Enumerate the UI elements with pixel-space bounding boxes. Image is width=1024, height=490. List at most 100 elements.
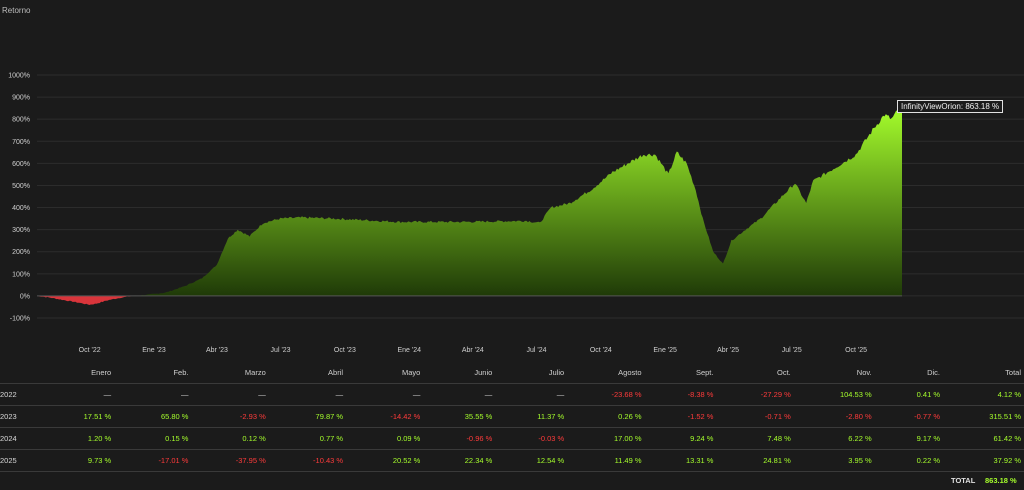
area-positive <box>37 105 902 296</box>
header-month: Total <box>943 362 1024 384</box>
month-return: 0.41 % <box>874 383 943 406</box>
month-return: -10.43 % <box>268 449 347 472</box>
x-tick-label: Ene '23 <box>142 347 166 354</box>
header-month: Enero <box>42 362 115 384</box>
x-tick-label: Oct '25 <box>845 347 867 354</box>
row-total: 315.51 % <box>943 405 1024 428</box>
month-return: — <box>346 383 424 406</box>
x-tick-label: Oct '22 <box>79 347 101 354</box>
area-negative <box>37 295 902 305</box>
month-return: -17.01 % <box>114 449 192 472</box>
month-return: — <box>423 383 496 406</box>
header-month: Dic. <box>874 362 943 384</box>
month-return: 7.48 % <box>716 427 794 450</box>
header-year <box>0 362 43 384</box>
month-return: -2.93 % <box>191 405 269 428</box>
y-tick-label: 1000% <box>8 73 30 80</box>
month-return: -37.95 % <box>191 449 269 472</box>
month-return: 24.81 % <box>716 449 794 472</box>
month-return: -0.71 % <box>716 405 794 428</box>
x-tick-label: Abr '23 <box>206 347 228 354</box>
header-month: Sept. <box>644 362 717 384</box>
x-tick-label: Oct '23 <box>334 347 356 354</box>
month-return: — <box>42 383 115 406</box>
y-tick-label: 400% <box>12 205 30 212</box>
table-row: 2024 1.20 % 0.15 % 0.12 % 0.77 % 0.09 % -0.96 … <box>0 427 1024 450</box>
row-total: 4.12 % <box>943 383 1024 406</box>
month-return: 0.22 % <box>874 449 943 472</box>
month-return: -1.52 % <box>644 405 717 428</box>
y-tick-label: 900% <box>12 95 30 102</box>
monthly-returns-table: Enero Feb. Marzo Abril Mayo Junio Julio Agosto S… <box>0 362 1024 472</box>
month-return: 3.95 % <box>793 449 875 472</box>
month-return: 0.09 % <box>346 427 424 450</box>
month-return: 20.52 % <box>346 449 424 472</box>
x-tick-label: Oct '24 <box>590 347 612 354</box>
y-tick-label: 600% <box>12 161 30 168</box>
month-return: -0.77 % <box>874 405 943 428</box>
month-return: — <box>191 383 269 406</box>
tooltip-value: 863.18 % <box>965 102 1000 111</box>
header-month: Oct. <box>716 362 794 384</box>
month-return: 65.80 % <box>114 405 192 428</box>
row-year: 2025 <box>0 449 43 472</box>
month-return: 0.15 % <box>114 427 192 450</box>
y-tick-label: 200% <box>12 249 30 256</box>
month-return: — <box>495 383 568 406</box>
month-return: 35.55 % <box>423 405 496 428</box>
month-return: 9.73 % <box>42 449 115 472</box>
month-return: 9.17 % <box>874 427 943 450</box>
header-month: Julio <box>495 362 568 384</box>
total-value: 863.18 % <box>985 476 1017 485</box>
x-tick-label: Jul '24 <box>526 347 546 354</box>
month-return: 79.87 % <box>268 405 347 428</box>
chart-tooltip: InfinityViewOrion: 863.18 % <box>897 100 1004 113</box>
month-return: 0.77 % <box>268 427 347 450</box>
y-tick-label: 300% <box>12 227 30 234</box>
total-row: TOTAL 863.18 % <box>0 470 1024 490</box>
x-tick-label: Abr '25 <box>717 347 739 354</box>
header-month: Junio <box>423 362 496 384</box>
total-label: TOTAL <box>951 476 976 485</box>
header-month: Feb. <box>114 362 192 384</box>
month-return: 0.26 % <box>567 405 645 428</box>
header-month: Agosto <box>567 362 645 384</box>
row-year: 2022 <box>0 383 43 406</box>
month-return: -27.29 % <box>716 383 794 406</box>
month-return: -2.80 % <box>793 405 875 428</box>
month-return: 1.20 % <box>42 427 115 450</box>
chart-title: Retorno <box>2 6 31 15</box>
header-month: Mayo <box>346 362 424 384</box>
month-return: 17.00 % <box>567 427 645 450</box>
y-tick-label: 0% <box>20 293 30 300</box>
table-row: 2023 17.51 % 65.80 % -2.93 % 79.87 % -14.42 %… <box>0 405 1024 428</box>
row-year: 2023 <box>0 405 43 428</box>
y-tick-label: 100% <box>12 271 30 278</box>
header-month: Abril <box>268 362 347 384</box>
header-month: Nov. <box>793 362 875 384</box>
month-return: — <box>114 383 192 406</box>
table-header-row: Enero Feb. Marzo Abril Mayo Junio Julio Agosto S… <box>0 362 1024 384</box>
month-return: 11.37 % <box>495 405 568 428</box>
x-tick-label: Ene '24 <box>397 347 421 354</box>
y-tick-label: 700% <box>12 139 30 146</box>
month-return: -0.96 % <box>423 427 496 450</box>
month-return: -8.38 % <box>644 383 717 406</box>
y-tick-label: 800% <box>12 117 30 124</box>
month-return: — <box>268 383 347 406</box>
header-month: Marzo <box>191 362 269 384</box>
table-row: 2025 9.73 % -17.01 % -37.95 % -10.43 % 20.52 … <box>0 449 1024 472</box>
row-total: 61.42 % <box>943 427 1024 450</box>
month-return: -23.68 % <box>567 383 645 406</box>
month-return: 22.34 % <box>423 449 496 472</box>
month-return: 13.31 % <box>644 449 717 472</box>
x-tick-label: Jul '23 <box>271 347 291 354</box>
row-year: 2024 <box>0 427 43 450</box>
month-return: 12.54 % <box>495 449 568 472</box>
x-tick-label: Jul '25 <box>782 347 802 354</box>
y-tick-label: 500% <box>12 183 30 190</box>
month-return: 0.12 % <box>191 427 269 450</box>
row-total: 37.92 % <box>943 449 1024 472</box>
equity-chart[interactable]: 1000% 900% 800% 700% 600% 500% 400% 300% 200% 100… <box>0 0 1024 360</box>
y-tick-label: -100% <box>10 316 30 323</box>
